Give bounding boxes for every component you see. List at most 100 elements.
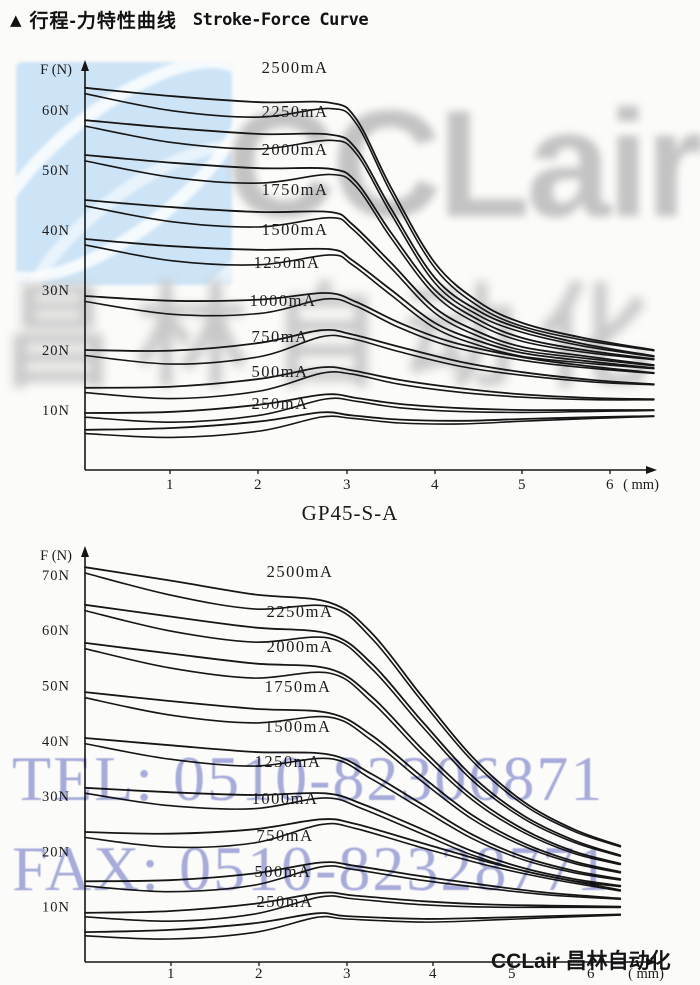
curve-1500mA-lower bbox=[84, 742, 622, 881]
curve-1500mA-upper bbox=[84, 737, 622, 880]
curve-2250mA-lower bbox=[84, 609, 622, 857]
curve-750mA-lower bbox=[84, 371, 655, 401]
curve-2000mA-upper bbox=[84, 154, 655, 360]
curve-label-250mA: 250mA bbox=[257, 892, 314, 911]
watermark-fax: FAX: 0510-82328771 bbox=[12, 833, 611, 904]
curve-1250mA-upper bbox=[84, 786, 622, 887]
y-tick-label: 10N bbox=[42, 403, 70, 419]
curve-label-2500mA: 2500mA bbox=[262, 58, 329, 77]
curve-1250mA-lower bbox=[84, 297, 655, 375]
triangle-marker-icon: ▲ bbox=[10, 10, 22, 29]
x-tick-label: 2 bbox=[255, 966, 263, 982]
curve-1000mA-lower bbox=[84, 822, 622, 892]
curve-750mA-upper bbox=[84, 861, 622, 900]
y-axis-title: F (N) bbox=[40, 548, 72, 564]
x-tick-label: 6 bbox=[606, 477, 614, 493]
curve-2500mA-upper bbox=[84, 86, 655, 351]
curve-1750mA-lower bbox=[84, 205, 655, 367]
curve-label-2500mA: 2500mA bbox=[267, 562, 334, 581]
curve-1500mA-lower bbox=[84, 244, 655, 370]
curve-label-1750mA: 1750mA bbox=[262, 180, 329, 199]
y-tick-label: 20N bbox=[42, 844, 70, 860]
x-tick-label: 1 bbox=[167, 966, 175, 982]
y-tick-label: 20N bbox=[42, 343, 70, 359]
y-axis-arrow-icon bbox=[81, 60, 89, 71]
curve-label-2000mA: 2000mA bbox=[267, 637, 334, 656]
curve-label-2250mA: 2250mA bbox=[262, 102, 329, 121]
curve-1000mA-upper bbox=[84, 328, 655, 386]
curve-2500mA-lower bbox=[84, 92, 655, 352]
y-tick-label: 50N bbox=[42, 679, 70, 695]
curve-label-1250mA: 1250mA bbox=[255, 752, 322, 771]
y-tick-label: 30N bbox=[42, 789, 70, 805]
x-tick-label: 3 bbox=[343, 477, 351, 493]
curve-1500mA-upper bbox=[84, 238, 655, 369]
y-tick-label: 40N bbox=[42, 734, 70, 750]
x-unit-label: ( mm) bbox=[628, 966, 664, 982]
curve-250mA-lower bbox=[84, 914, 622, 940]
curve-500mA-lower bbox=[84, 895, 622, 923]
x-tick-label: 3 bbox=[343, 966, 351, 982]
curve-2000mA-upper bbox=[84, 642, 622, 865]
footer-brand: CCLair 昌林自动化 bbox=[491, 950, 671, 973]
y-tick-label: 70N bbox=[42, 568, 70, 584]
curve-750mA-upper bbox=[84, 366, 655, 401]
curve-label-250mA: 250mA bbox=[252, 394, 309, 413]
curve-2500mA-lower bbox=[84, 572, 622, 848]
curve-2250mA-lower bbox=[84, 125, 655, 358]
x-tick-label: 4 bbox=[431, 477, 439, 493]
curve-1750mA-lower bbox=[84, 696, 622, 874]
curve-1250mA-upper bbox=[84, 292, 655, 374]
x-tick-label: 5 bbox=[518, 477, 526, 493]
page-title-en: Stroke-Force Curve bbox=[192, 9, 369, 30]
y-tick-label: 30N bbox=[42, 283, 70, 299]
x-axis-arrow-icon bbox=[646, 466, 657, 474]
y-tick-label: 60N bbox=[42, 623, 70, 639]
curve-1000mA-upper bbox=[84, 818, 622, 891]
curve-2000mA-lower bbox=[84, 160, 655, 361]
watermark-tel: TEL: 0510-82306871 bbox=[12, 743, 605, 814]
curve-2500mA-upper bbox=[84, 566, 622, 847]
x-unit-label: ( mm) bbox=[623, 477, 659, 493]
curve-label-1250mA: 1250mA bbox=[254, 253, 321, 272]
curve-label-1000mA: 1000mA bbox=[250, 291, 317, 310]
x-tick-label: 2 bbox=[254, 477, 262, 493]
curve-500mA-upper bbox=[84, 393, 655, 414]
curve-500mA-upper bbox=[84, 891, 622, 914]
curve-label-1000mA: 1000mA bbox=[252, 789, 319, 808]
curve-750mA-lower bbox=[84, 865, 622, 900]
x-tick-label: 6 bbox=[587, 966, 595, 982]
curve-2250mA-upper bbox=[84, 603, 622, 857]
page-title: ▲ 行程-力特性曲线 Stroke-Force Curve bbox=[10, 6, 369, 33]
curve-label-1500mA: 1500mA bbox=[262, 220, 329, 239]
x-tick-label: 5 bbox=[508, 966, 516, 982]
curve-label-1500mA: 1500mA bbox=[265, 717, 332, 736]
curve-label-500mA: 500mA bbox=[255, 862, 312, 881]
curve-label-2000mA: 2000mA bbox=[262, 140, 329, 159]
curve-label-2250mA: 2250mA bbox=[267, 602, 334, 621]
model-label: GP45-S-A bbox=[301, 501, 399, 525]
x-tick-label: 4 bbox=[429, 966, 437, 982]
page-title-cn: 行程-力特性曲线 bbox=[29, 11, 177, 32]
curve-2250mA-upper bbox=[84, 119, 655, 357]
x-tick-label: 1 bbox=[166, 477, 174, 493]
curve-2000mA-lower bbox=[84, 647, 622, 866]
curve-label-500mA: 500mA bbox=[252, 362, 309, 381]
y-tick-label: 60N bbox=[42, 103, 70, 119]
y-tick-label: 40N bbox=[42, 223, 70, 239]
y-axis-title: F (N) bbox=[40, 62, 72, 78]
curve-250mA-lower bbox=[84, 415, 655, 439]
curve-label-750mA: 750mA bbox=[257, 826, 314, 845]
curve-250mA-upper bbox=[84, 912, 622, 933]
curve-label-1750mA: 1750mA bbox=[265, 677, 332, 696]
y-tick-label: 10N bbox=[42, 900, 70, 916]
curve-500mA-lower bbox=[84, 397, 655, 424]
y-axis-arrow-icon bbox=[81, 546, 89, 557]
x-axis-arrow-icon bbox=[646, 958, 657, 966]
curve-1750mA-upper bbox=[84, 691, 622, 873]
watermark-logo-text: CCLair bbox=[226, 79, 700, 249]
curve-250mA-upper bbox=[84, 411, 655, 431]
curve-1000mA-lower bbox=[84, 334, 655, 386]
